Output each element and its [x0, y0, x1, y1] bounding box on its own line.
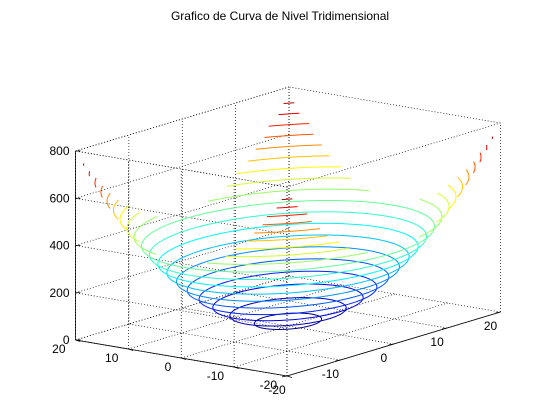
- contour-line: [206, 251, 368, 265]
- contour-line: [119, 205, 129, 232]
- contour-line: [94, 177, 97, 188]
- z-tick-label: 400: [49, 239, 69, 253]
- x-tick: [495, 311, 501, 314]
- x-tick-label: 20: [484, 319, 498, 333]
- contour-line: [198, 270, 378, 316]
- contour-line: [226, 177, 351, 187]
- y-tick-label: -10: [207, 369, 225, 383]
- contour-line: [479, 152, 482, 163]
- contour-line: [141, 199, 435, 273]
- axes: [75, 150, 501, 378]
- z-tick-label: 800: [49, 144, 69, 158]
- box-edge: [288, 86, 501, 124]
- contour-line: [247, 155, 330, 162]
- contour-line: [176, 246, 400, 302]
- contour-line: [465, 169, 470, 186]
- contour-line: [436, 192, 450, 223]
- contour-line: [157, 222, 419, 288]
- x-tick-label: -10: [322, 367, 340, 381]
- contour-line: [253, 312, 323, 330]
- z-tick-label: 200: [49, 286, 69, 300]
- x-tick: [282, 375, 288, 378]
- contour-line: [266, 213, 308, 218]
- contour-line: [276, 206, 298, 209]
- y-tick: [286, 375, 292, 378]
- contour-line: [112, 199, 119, 220]
- y-tick-label: 10: [105, 351, 119, 365]
- contour-line: [208, 188, 370, 202]
- z-tick-label: 600: [49, 191, 69, 205]
- y-tick-label: 0: [165, 360, 172, 374]
- contour-line: [236, 166, 341, 175]
- contour-line: [278, 112, 300, 116]
- y-tick-label: 20: [52, 342, 66, 356]
- x-tick: [335, 359, 341, 362]
- contour-line: [283, 102, 295, 104]
- contour-line: [148, 211, 428, 281]
- contour-lines: [83, 102, 493, 330]
- contour-line: [126, 212, 140, 243]
- x-tick: [442, 327, 448, 330]
- contour-line: [255, 144, 322, 150]
- grid-line: [75, 228, 290, 294]
- grid-line: [235, 291, 448, 329]
- contour-line: [281, 198, 293, 201]
- contour-line: [457, 177, 464, 198]
- y-tick-label: -20: [260, 378, 278, 392]
- box-edge: [286, 122, 501, 188]
- grid-line: [75, 181, 290, 246]
- contour-line: [235, 241, 340, 250]
- contour-line: [246, 235, 329, 242]
- z-tick-label: 0: [63, 333, 70, 347]
- x-tick-label: -20: [268, 383, 286, 397]
- contour-line: [229, 297, 347, 327]
- grid-line: [234, 302, 448, 368]
- contour-line: [254, 228, 321, 234]
- contour-line: [100, 185, 104, 198]
- box-edge: [75, 86, 290, 152]
- y-tick: [128, 348, 134, 351]
- contour-line: [106, 192, 111, 209]
- contour-line: [472, 161, 476, 174]
- grid-line: [128, 284, 342, 350]
- contour-line: [268, 123, 310, 127]
- contour-line: [225, 247, 350, 258]
- contour-line: [133, 216, 158, 255]
- contour-line: [166, 234, 410, 295]
- x-tick-label: 0: [380, 351, 387, 365]
- x-tick: [388, 343, 394, 346]
- chart-title: Grafico de Curva de Nivel Tridimensional: [170, 9, 390, 23]
- contour-line: [262, 221, 312, 226]
- y-tick: [234, 366, 240, 369]
- contour-line: [186, 258, 390, 309]
- x-tick-label: 10: [430, 335, 444, 349]
- contour-line: [264, 133, 314, 138]
- contour-line: [418, 198, 443, 238]
- y-tick: [181, 357, 187, 360]
- contour-line: [447, 184, 457, 210]
